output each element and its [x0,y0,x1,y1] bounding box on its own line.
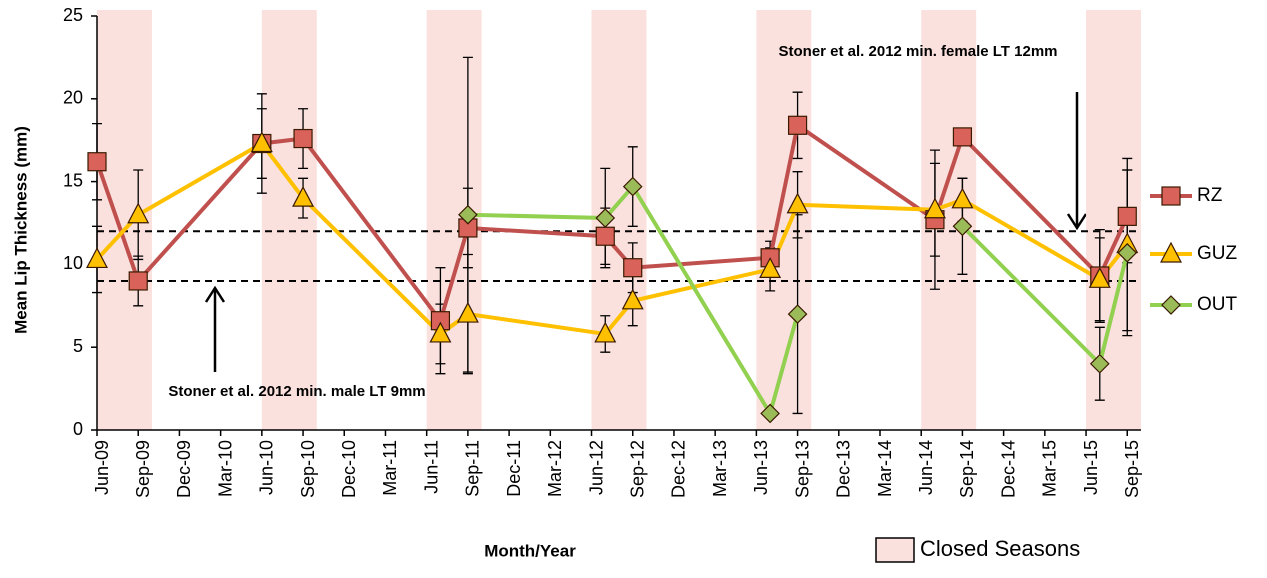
marker [1160,241,1182,263]
markers [86,115,1139,424]
axes [91,15,1141,436]
marker [458,204,478,225]
marker [293,128,313,149]
x-tick-label: Mar-14 [875,440,895,497]
y-tick-label: 15 [63,170,83,190]
marker [128,271,148,291]
labels: 0 5 10 15 20 25 Jun-09 Sep-09 Dec-09 Mar-10 Jun-10… [63,5,1142,498]
legend: RZ GUZ OUT [875,185,1238,563]
marker [250,131,273,153]
x-tick-label: Mar-15 [1040,440,1060,497]
x-tick-label: Jun-09 [92,440,112,495]
shading [97,10,1141,430]
marker [1088,267,1111,288]
legend-label: RZ [1197,185,1223,206]
annotation: Stoner et al. 2012 min. male LT 9mm [168,383,425,400]
marker [595,208,616,228]
y-tick-label: 0 [73,419,83,439]
annotation-arrowhead [1066,213,1088,231]
marker [595,226,615,246]
shading-legend-label: Closed Seasons [920,536,1080,561]
x-tick-label: Mar-13 [710,440,730,497]
x-tick-label: Sep-10 [298,440,318,498]
marker [594,321,617,343]
x-tick-label: Mar-11 [380,440,400,496]
marker [292,185,315,207]
y-tick-label: 5 [73,336,83,356]
marker [951,187,974,209]
marker [622,176,643,197]
x-tick-label: Dec-09 [174,440,194,498]
y-axis-title: Mean Lip Thickness (mm) [11,126,30,334]
marker [1161,295,1181,315]
legend-label: GUZ [1197,243,1238,264]
marker [429,321,452,343]
marker [952,127,973,147]
marker [760,403,780,424]
x-tick-label: Jun-11 [421,440,441,494]
marker [786,192,809,214]
marker [787,304,808,324]
x-tick-label: Sep-09 [133,440,153,498]
x-tick-label: Sep-12 [627,440,647,498]
marker [127,202,150,224]
x-tick-label: Sep-11 [463,440,483,497]
x-tick-label: Jun-14 [916,440,936,495]
x-tick-label: Dec-14 [998,440,1018,498]
marker [87,152,107,172]
marker [86,247,108,269]
annotation: Stoner et al. 2012 min. female LT 12mm [779,43,1058,60]
x-tick-label: Dec-10 [339,440,359,498]
x-tick-label: Jun-10 [257,440,277,495]
marker [952,216,973,237]
marker [456,301,479,323]
x-tick-label: Sep-13 [792,440,812,498]
x-tick-label: Sep-15 [1122,440,1142,498]
x-tick-label: Dec-13 [834,440,854,498]
annotation-arrowhead [204,285,226,303]
marker [1117,242,1138,263]
legend-label: OUT [1197,294,1238,315]
marker [923,197,946,219]
marker [1117,206,1137,226]
x-axis-title: Month/Year [484,541,576,560]
x-tick-label: Sep-14 [957,440,977,498]
marker [1161,186,1181,206]
x-tick-label: Dec-11 [504,440,524,497]
y-tick-label: 10 [63,253,83,273]
marker [759,257,782,278]
x-tick-label: Jun-15 [1081,440,1101,495]
marker [623,258,643,278]
x-tick-label: Jun-12 [586,440,606,495]
marker [1089,353,1110,374]
closed-season-band [261,10,317,430]
marker [621,288,644,310]
y-tick-label: 25 [63,5,83,25]
y-tick-label: 20 [63,88,83,108]
x-tick-label: Mar-10 [215,440,235,497]
x-tick-label: Dec-12 [669,440,689,498]
shading-legend-swatch [875,537,915,563]
x-tick-label: Jun-13 [751,440,771,495]
marker [787,115,808,135]
x-tick-label: Mar-12 [545,440,565,497]
